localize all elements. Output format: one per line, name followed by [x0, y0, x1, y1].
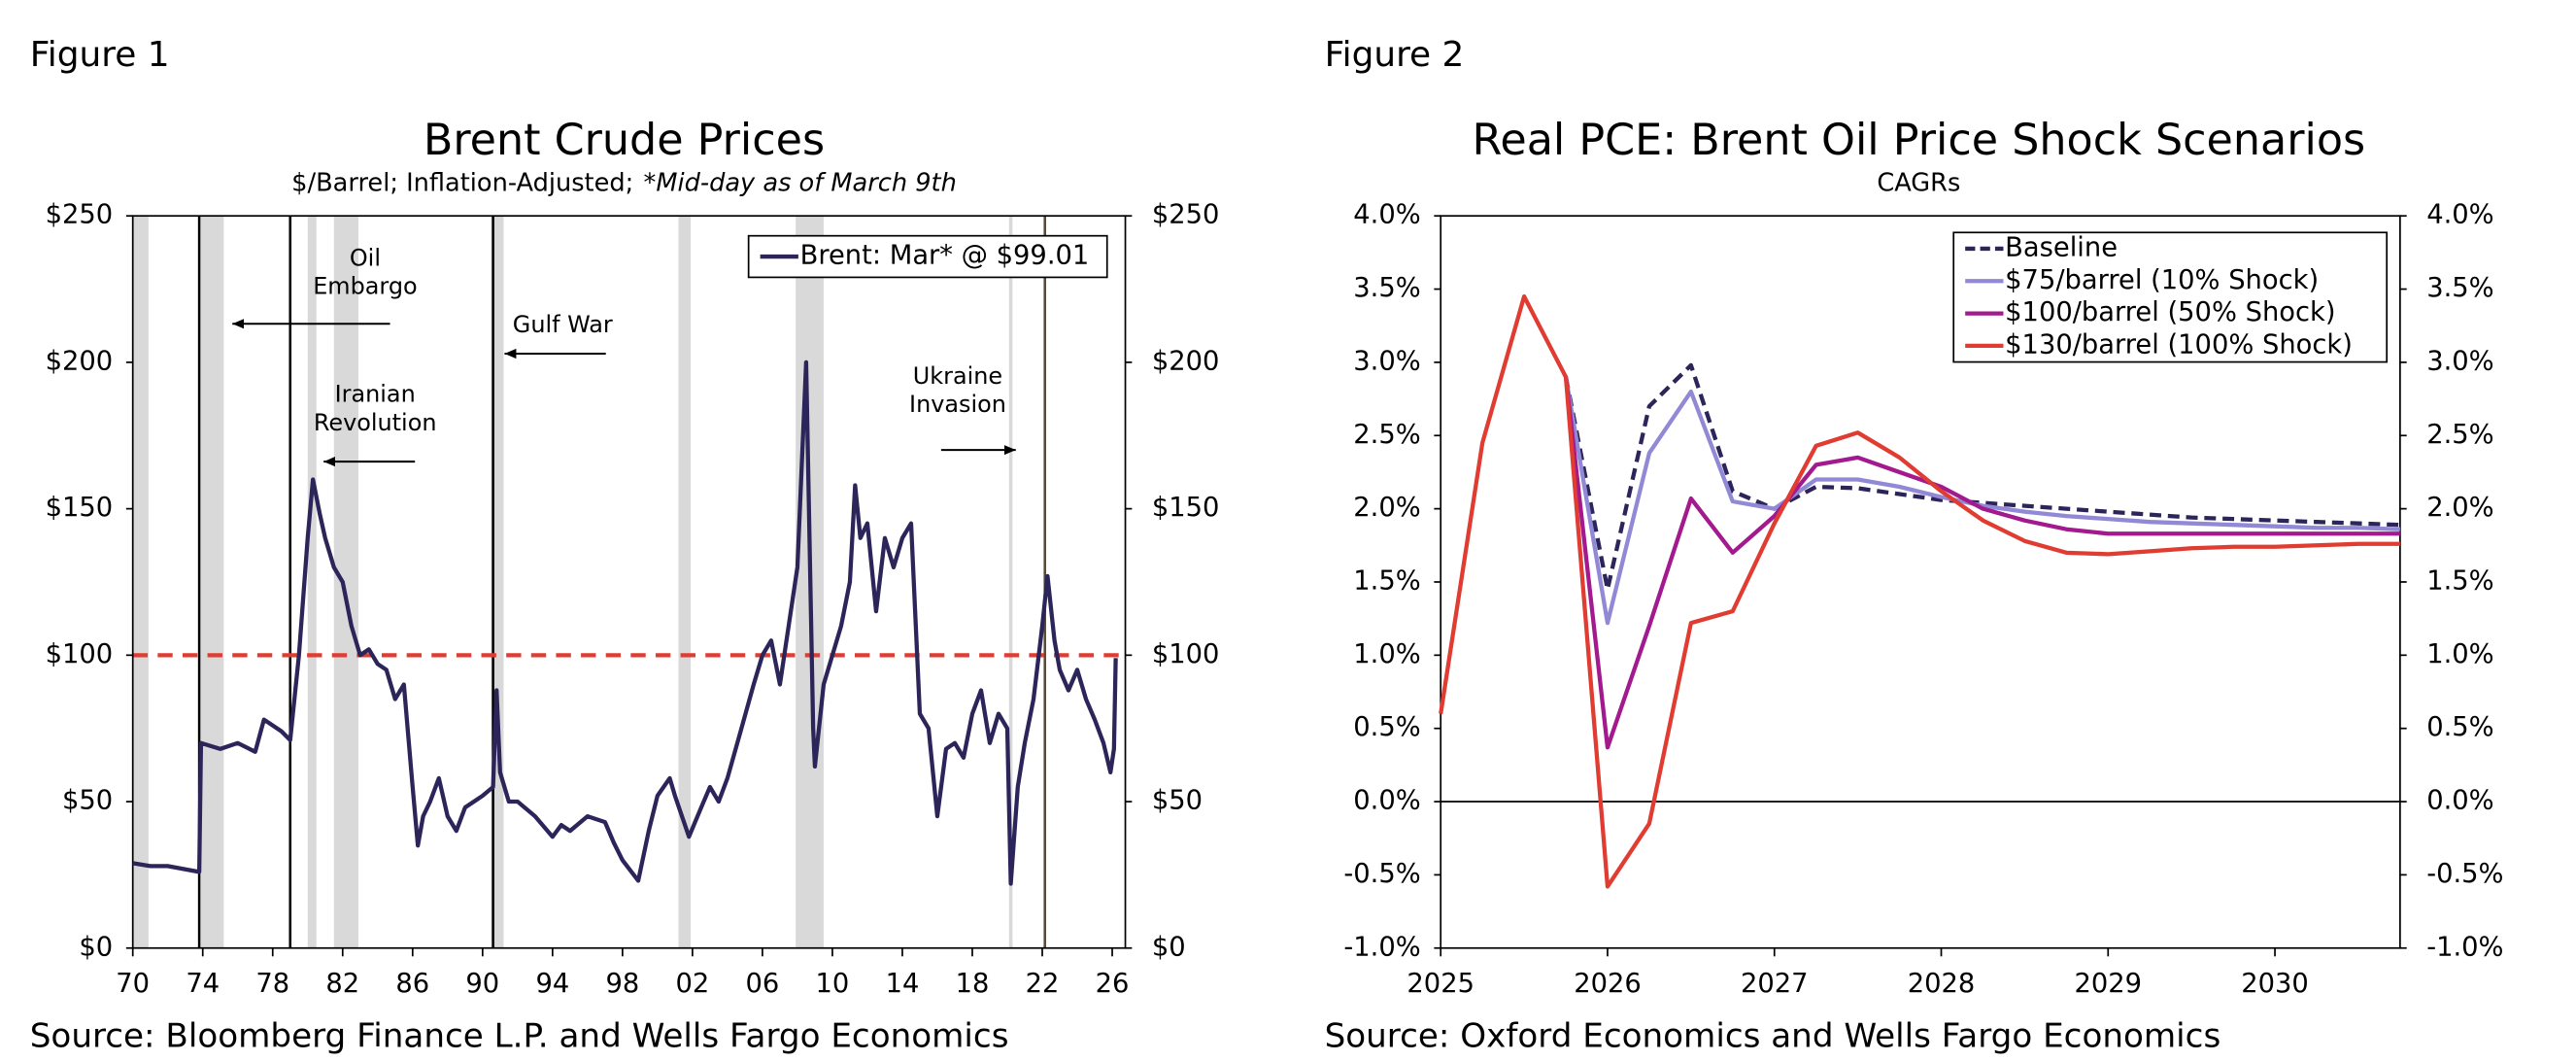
legend-label: $130/barrel (100% Shock)	[2005, 329, 2353, 359]
y-tick-label: 0.5%	[1353, 712, 1420, 742]
recession-band	[333, 216, 358, 948]
x-tick-label: 78	[255, 969, 289, 999]
x-tick-label: 2025	[1407, 969, 1474, 999]
x-tick-label: 2030	[2241, 969, 2309, 999]
y2-tick-label: -1.0%	[2426, 932, 2503, 962]
x-tick-label: 86	[395, 969, 429, 999]
legend-label: Brent: Mar* @ $99.01	[800, 241, 1090, 271]
x-tick-label: 06	[746, 969, 780, 999]
plot-frame	[131, 215, 1127, 949]
annotation: Revolution	[314, 409, 437, 436]
annotation: Oil	[350, 245, 381, 272]
subtitle-part: CAGRs	[1877, 169, 1960, 198]
y2-tick-label: $0	[1152, 932, 1186, 962]
annotation: Gulf War	[513, 311, 613, 338]
y2-tick-label: 3.5%	[2426, 273, 2493, 303]
x-tick-label: 70	[116, 969, 150, 999]
y-tick-label: 3.5%	[1353, 273, 1420, 303]
recession-band	[307, 216, 317, 948]
x-tick-label: 2029	[2074, 969, 2142, 999]
legend-box	[1952, 231, 2389, 363]
x-tick-label: 14	[886, 969, 920, 999]
chart-title: Real PCE: Brent Oil Price Shock Scenario…	[1473, 116, 2366, 165]
y2-tick-label: $50	[1152, 786, 1203, 816]
y-tick-label: $250	[46, 200, 114, 230]
y-tick-label: 0.0%	[1353, 786, 1420, 816]
series-line	[1563, 362, 2400, 592]
subtitle-part: *Mid-day as of March 9th	[644, 169, 957, 198]
y-tick-label: $0	[79, 932, 113, 962]
x-tick-label: 10	[816, 969, 850, 999]
subtitle-part: $/Barrel; Inflation-Adjusted;	[291, 169, 633, 198]
y2-tick-label: 1.5%	[2426, 565, 2493, 596]
chart-subtitle: CAGRs	[1877, 169, 1960, 198]
series-line	[1563, 376, 2400, 626]
x-tick-label: 90	[465, 969, 499, 999]
y-tick-label: $200	[46, 346, 114, 376]
source: Source: Oxford Economics and Wells Fargo…	[1325, 1017, 2221, 1056]
legend-box	[747, 234, 1108, 279]
y-tick-label: 2.5%	[1353, 420, 1420, 450]
figure-label: Figure 2	[1325, 35, 1465, 75]
y2-tick-label: 4.0%	[2426, 200, 2493, 230]
recession-band	[132, 216, 149, 948]
y2-tick-label: 1.0%	[2426, 639, 2493, 669]
y2-tick-label: 0.0%	[2426, 786, 2493, 816]
x-tick-label: 82	[325, 969, 359, 999]
x-tick-label: 22	[1026, 969, 1060, 999]
x-tick-label: 2027	[1741, 969, 1809, 999]
recession-band	[1008, 216, 1013, 948]
annotation: Embargo	[313, 273, 417, 300]
y-tick-label: 1.0%	[1353, 639, 1420, 669]
y2-tick-label: -0.5%	[2426, 859, 2503, 889]
legend-label: $75/barrel (10% Shock)	[2005, 265, 2319, 295]
y-tick-label: $50	[62, 786, 113, 816]
recession-band	[200, 216, 224, 948]
series-line	[1563, 376, 2400, 750]
y-tick-label: 4.0%	[1353, 200, 1420, 230]
chart-title: Brent Crude Prices	[424, 116, 825, 165]
x-tick-label: 74	[186, 969, 220, 999]
x-tick-label: 98	[605, 969, 639, 999]
x-tick-label: 26	[1096, 969, 1130, 999]
y2-tick-label: 3.0%	[2426, 346, 2493, 376]
y-tick-label: 2.0%	[1353, 493, 1420, 523]
y-tick-label: -1.0%	[1343, 932, 1420, 962]
annotation: Invasion	[909, 391, 1006, 418]
y2-tick-label: 2.0%	[2426, 493, 2493, 523]
annotation: Ukraine	[913, 362, 1002, 390]
annotation: Iranian	[335, 381, 416, 408]
legend-label: Baseline	[2005, 232, 2118, 262]
y-tick-label: $150	[46, 493, 114, 523]
x-tick-label: 02	[676, 969, 710, 999]
y2-tick-label: 0.5%	[2426, 712, 2493, 742]
y2-tick-label: $250	[1152, 200, 1220, 230]
x-tick-label: 2026	[1574, 969, 1642, 999]
y-tick-label: -0.5%	[1343, 859, 1420, 889]
x-tick-label: 18	[956, 969, 990, 999]
recession-band	[678, 216, 692, 948]
y2-tick-label: $150	[1152, 493, 1220, 523]
series-line	[132, 359, 1118, 886]
series-line	[1439, 293, 2400, 889]
y-tick-label: $100	[46, 639, 114, 669]
legend-label: $100/barrel (50% Shock)	[2005, 297, 2335, 327]
chart-subtitle: $/Barrel; Inflation-Adjusted; *Mid-day as…	[291, 169, 957, 198]
x-tick-label: 2028	[1908, 969, 1976, 999]
x-tick-label: 94	[535, 969, 569, 999]
y-tick-label: 1.5%	[1353, 565, 1420, 596]
y2-tick-label: $200	[1152, 346, 1220, 376]
y2-tick-label: 2.5%	[2426, 420, 2493, 450]
y2-tick-label: $100	[1152, 639, 1220, 669]
figure-label: Figure 1	[30, 35, 170, 75]
y-tick-label: 3.0%	[1353, 346, 1420, 376]
source: Source: Bloomberg Finance L.P. and Wells…	[30, 1017, 1009, 1056]
